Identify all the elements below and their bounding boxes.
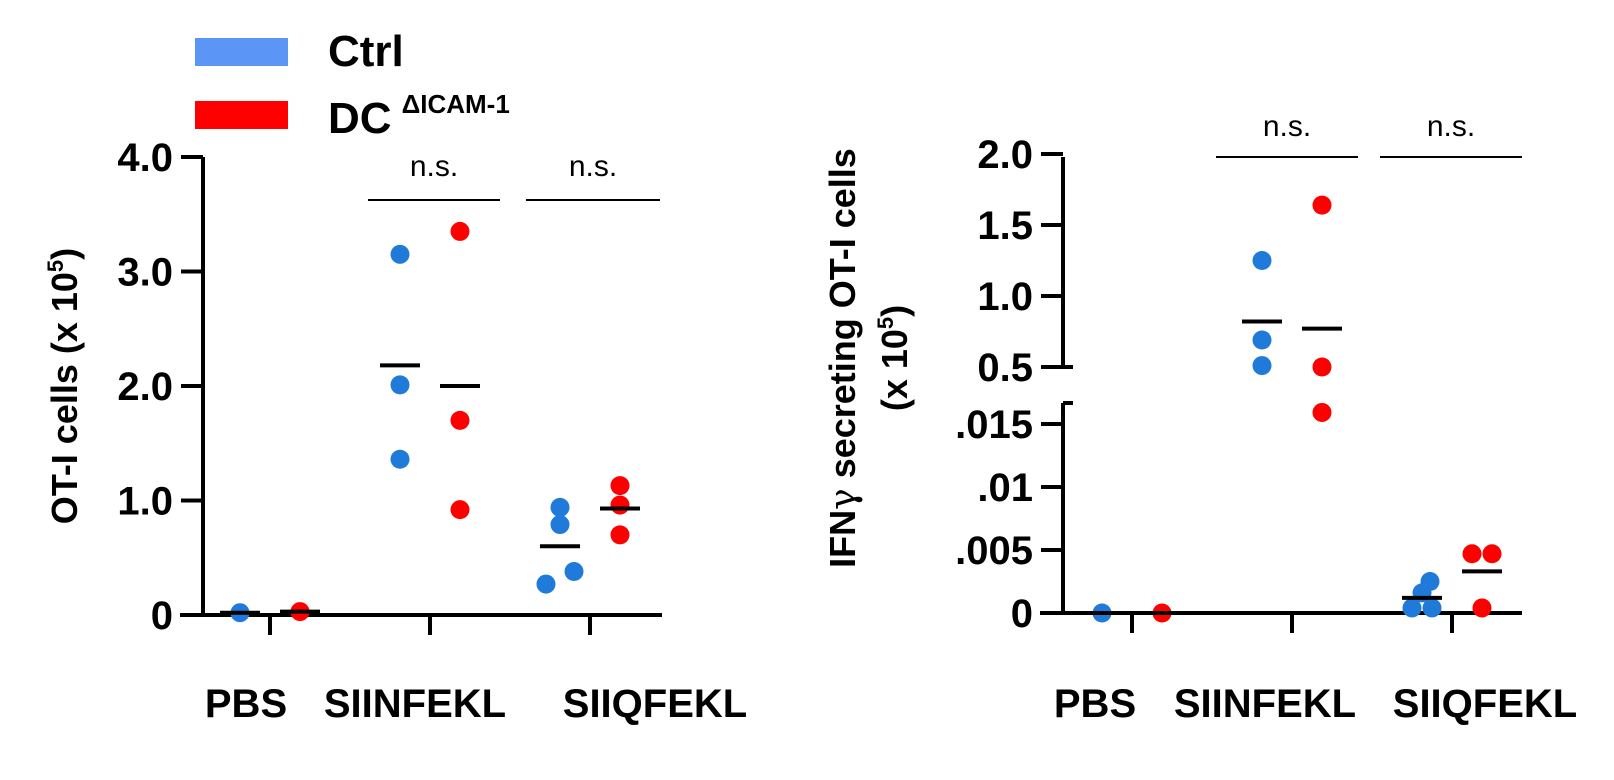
data-point-dc (450, 500, 470, 520)
y-tick-label: 1.5 (977, 204, 1033, 248)
x-tick-label: SIINFEKL (324, 682, 506, 726)
y-tick-label: 1.0 (977, 275, 1033, 319)
data-point-dc (1312, 195, 1332, 215)
data-point-dc (450, 410, 470, 430)
y-axis-title-line1-post: secreting OT-I cells (822, 148, 863, 488)
y-axis-title-line2-text: (x 10 (874, 329, 915, 411)
data-marks (220, 221, 640, 623)
y-tick-label: 3.0 (117, 251, 173, 295)
data-point-ctrl (390, 244, 410, 264)
y-axis-title-line2: (x 105) (873, 305, 915, 411)
data-point-ctrl (1252, 251, 1272, 270)
y-tick-label: 0 (151, 594, 173, 638)
significance-label: n.s. (569, 150, 617, 183)
legend: Ctrl DC ΔICAM-1 (195, 27, 510, 143)
legend-swatch-ctrl (195, 38, 288, 66)
legend-label-dc-text: DC (328, 94, 392, 143)
data-point-dc (610, 525, 630, 545)
y-axis-title-line1-pre: IFN (822, 510, 863, 568)
significance-annotations: n.s. n.s. (368, 150, 660, 201)
data-point-dc (610, 476, 630, 496)
y-tick-label: 0.5 (977, 346, 1033, 390)
chart-left: OT-I cells (x 105) 0 1.0 2.0 3.0 4.0 PBS SIIN… (43, 136, 747, 726)
y-tick-label: .01 (977, 466, 1033, 510)
data-point-dc (450, 221, 470, 241)
y-axis-title-line2-end: ) (874, 305, 915, 317)
y-axis-title-line1: IFNγ secreting OT-I cells (822, 148, 864, 568)
y-axis-title: OT-I cells (x 105) (43, 248, 85, 524)
x-tick-label: SIIQFEKL (563, 682, 747, 726)
data-point-ctrl (550, 515, 570, 535)
x-tick-label: PBS (1054, 682, 1136, 726)
data-point-dc (1472, 598, 1492, 618)
y-tick-label: .015 (955, 403, 1033, 447)
significance-annotations: n.s. n.s. (1216, 110, 1522, 158)
y-tick-label: 2.0 (977, 133, 1033, 177)
data-point-ctrl (550, 497, 570, 517)
significance-label: n.s. (410, 150, 458, 183)
chart-right: IFNγ secreting OT-I cells (x 105) 0.5 1.0… (822, 110, 1577, 726)
data-point-dc (1462, 544, 1482, 564)
data-point-ctrl (1422, 598, 1442, 618)
data-point-dc (1482, 544, 1502, 564)
data-point-ctrl (1252, 356, 1272, 376)
y-tick-label: 0 (1011, 592, 1033, 636)
x-tick-label: PBS (205, 682, 287, 726)
data-point-dc (610, 495, 630, 515)
data-point-ctrl (1252, 330, 1272, 350)
significance-label: n.s. (1427, 110, 1475, 143)
y-tick-label: 4.0 (117, 136, 173, 180)
data-marks (1082, 195, 1502, 623)
data-point-dc (1312, 402, 1332, 422)
y-axis-title-sup: 5 (43, 260, 68, 272)
data-point-ctrl (1402, 598, 1422, 618)
legend-label-dc: DC ΔICAM-1 (328, 89, 510, 143)
legend-label-dc-sup: ΔICAM-1 (402, 89, 510, 119)
legend-swatch-dc (195, 101, 288, 129)
y-axis-title-end: ) (44, 248, 85, 260)
data-point-ctrl (536, 574, 556, 594)
x-tick-label: SIIQFEKL (1393, 682, 1577, 726)
y-ticks: 0 1.0 2.0 3.0 4.0 (117, 136, 203, 638)
y-tick-label: .005 (955, 529, 1033, 573)
legend-label-ctrl: Ctrl (328, 27, 404, 76)
y-axis-title-text: OT-I cells (x 10 (44, 272, 85, 524)
data-point-dc (1312, 357, 1332, 377)
y-tick-label: 1.0 (117, 480, 173, 524)
y-axis-title-line1-greek: γ (823, 488, 864, 510)
data-point-ctrl (564, 561, 584, 581)
x-ticks: PBS SIINFEKL SIIQFEKL (205, 615, 747, 726)
data-point-ctrl (390, 449, 410, 469)
y-tick-label: 2.0 (117, 365, 173, 409)
data-point-ctrl (390, 375, 410, 395)
y-axis-title-line2-sup: 5 (873, 317, 898, 329)
x-tick-label: SIINFEKL (1174, 682, 1356, 726)
significance-label: n.s. (1263, 110, 1311, 143)
y-ticks: 0.5 1.0 1.5 2.0 0 .005 .01 .015 (955, 133, 1063, 636)
x-ticks: PBS SIINFEKL SIIQFEKL (1054, 613, 1577, 726)
